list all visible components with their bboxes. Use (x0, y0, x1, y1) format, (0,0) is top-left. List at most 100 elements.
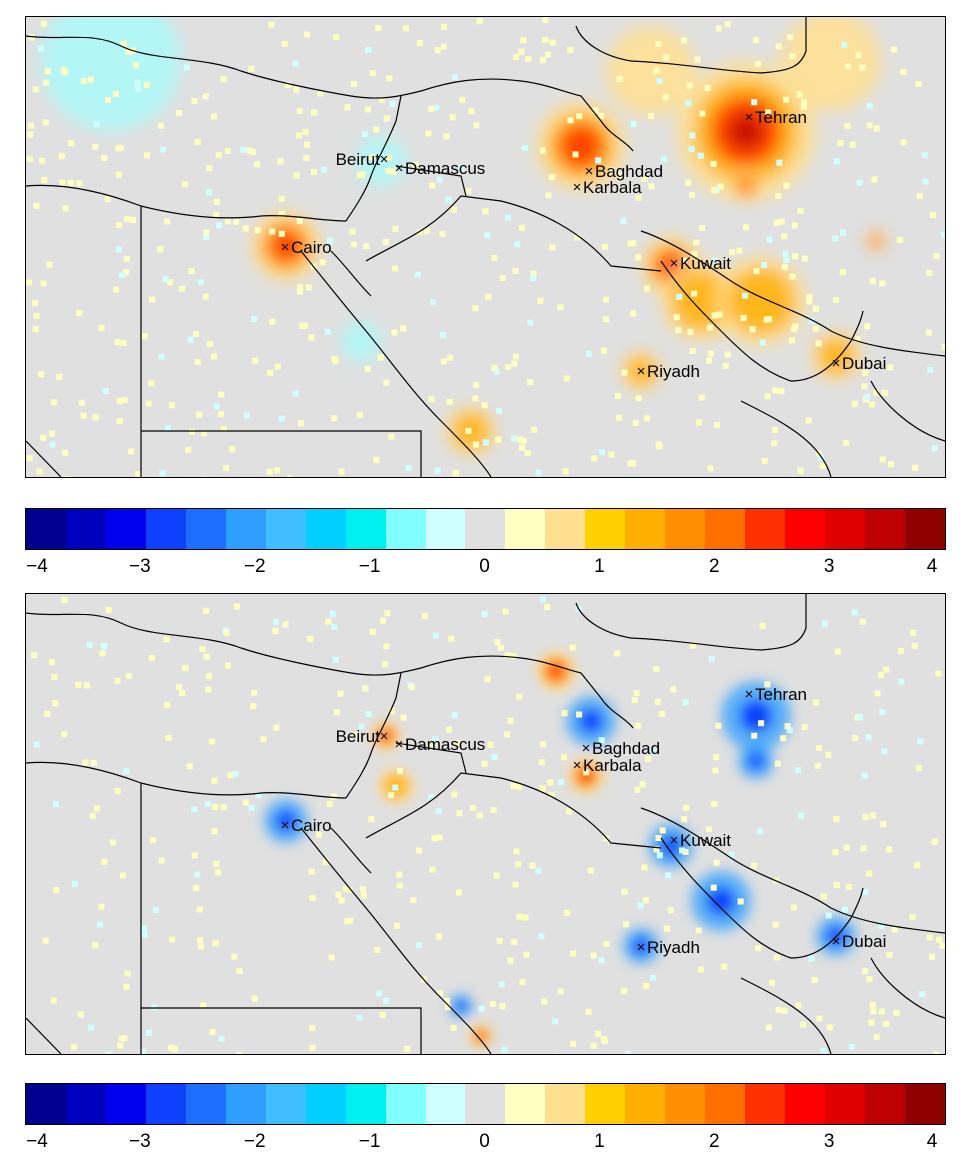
speckle-cell (549, 244, 556, 251)
city-label: Beirut (336, 150, 381, 169)
city-x-icon: × (637, 363, 646, 380)
speckle-cell (273, 619, 279, 625)
negative-anomaly-region (341, 321, 381, 361)
speckle-cell (44, 710, 51, 717)
speckle-cell (232, 770, 239, 777)
speckle-cell (269, 228, 276, 235)
positive-anomaly-region (817, 337, 855, 375)
speckle-cell (886, 952, 893, 958)
speckle-cell (648, 183, 655, 190)
speckle-cell (481, 611, 488, 617)
speckle-cell (335, 891, 342, 898)
speckle-cell (405, 465, 412, 471)
speckle-cell (698, 394, 705, 401)
speckle-cell (654, 698, 661, 705)
speckle-cell (432, 736, 438, 743)
speckle-cell (759, 339, 766, 346)
speckle-cell (89, 813, 96, 819)
speckle-cell (117, 144, 124, 151)
colorbar-swatch (345, 1084, 386, 1124)
speckle-cell (302, 128, 309, 135)
speckle-cell (665, 872, 672, 879)
speckle-cell (510, 783, 517, 789)
map-canvas-top: × Tehran×Beirut × Damascus × Baghdad× Karbala×… (26, 17, 945, 477)
speckle-cell (800, 1021, 807, 1028)
speckle-cell (816, 1015, 823, 1022)
speckle-cell (416, 40, 423, 46)
speckle-cell (879, 709, 886, 716)
speckle-cell (365, 46, 372, 53)
city-label: Riyadh (647, 362, 700, 381)
colorbar-swatch (545, 509, 586, 549)
city-marker-damascus: × Damascus (395, 735, 486, 754)
speckle-cell (781, 1007, 788, 1014)
colorbar-tick-label: −3 (129, 556, 151, 577)
speckle-cell (349, 228, 356, 235)
speckle-cell (229, 446, 236, 453)
city-x-icon: × (637, 939, 646, 956)
speckle-cell (369, 628, 376, 635)
speckle-cell (472, 395, 479, 402)
speckle-cell (880, 821, 887, 828)
speckle-cell (331, 624, 338, 630)
speckle-cell (586, 350, 593, 357)
speckle-cell (603, 941, 610, 947)
speckle-cell (296, 288, 303, 295)
speckle-cell (132, 62, 139, 69)
speckle-cell (774, 954, 781, 961)
speckle-cell (600, 347, 607, 354)
speckle-cell (310, 168, 317, 175)
speckle-cell (782, 250, 789, 257)
speckle-cell (512, 267, 519, 274)
speckle-cell (356, 411, 363, 418)
speckle-cell (740, 315, 747, 321)
speckle-cell (86, 642, 93, 649)
speckle-cell (303, 155, 310, 161)
speckle-cell (529, 862, 536, 869)
speckle-cell (632, 420, 639, 426)
speckle-cell (203, 234, 210, 241)
speckle-cell (433, 104, 440, 111)
speckle-cell (369, 153, 376, 160)
speckle-cell (233, 218, 240, 225)
speckle-cell (254, 227, 261, 234)
speckle-cell (104, 196, 111, 203)
speckle-cell (123, 768, 130, 775)
speckle-cell (524, 450, 531, 457)
speckle-cell (653, 846, 660, 853)
speckle-cell (40, 20, 47, 27)
speckle-cell (656, 852, 663, 859)
speckle-cell (97, 921, 104, 928)
speckle-cell (205, 686, 212, 693)
speckle-cell (927, 366, 934, 373)
city-x-icon: × (395, 160, 404, 177)
speckle-cell (476, 812, 483, 819)
speckle-cell (685, 100, 692, 107)
speckle-cell (722, 362, 729, 369)
speckle-cell (62, 449, 69, 456)
speckle-cell (775, 43, 782, 50)
colorbar-swatch (904, 1084, 945, 1124)
speckle-cell (296, 108, 303, 114)
speckle-cell (495, 408, 502, 414)
speckle-cell (751, 732, 758, 739)
speckle-cell (388, 433, 395, 440)
speckle-cell (567, 117, 574, 124)
speckle-cell (603, 296, 610, 303)
speckle-cell (197, 937, 204, 944)
speckle-cell (933, 1051, 940, 1054)
speckle-cell (429, 866, 436, 873)
speckle-cell (451, 791, 458, 798)
speckle-cell (775, 193, 782, 199)
speckle-cell (139, 1048, 146, 1054)
positive-anomaly-region (268, 228, 304, 264)
speckle-cell (643, 415, 650, 422)
speckle-cell (530, 275, 537, 281)
speckle-cell (105, 97, 111, 103)
speckle-cell (164, 425, 171, 432)
speckle-cell (392, 225, 399, 232)
speckle-cell (123, 216, 130, 223)
speckle-cell (667, 907, 674, 914)
city-label: Damascus (405, 735, 485, 754)
speckle-cell (51, 673, 58, 680)
